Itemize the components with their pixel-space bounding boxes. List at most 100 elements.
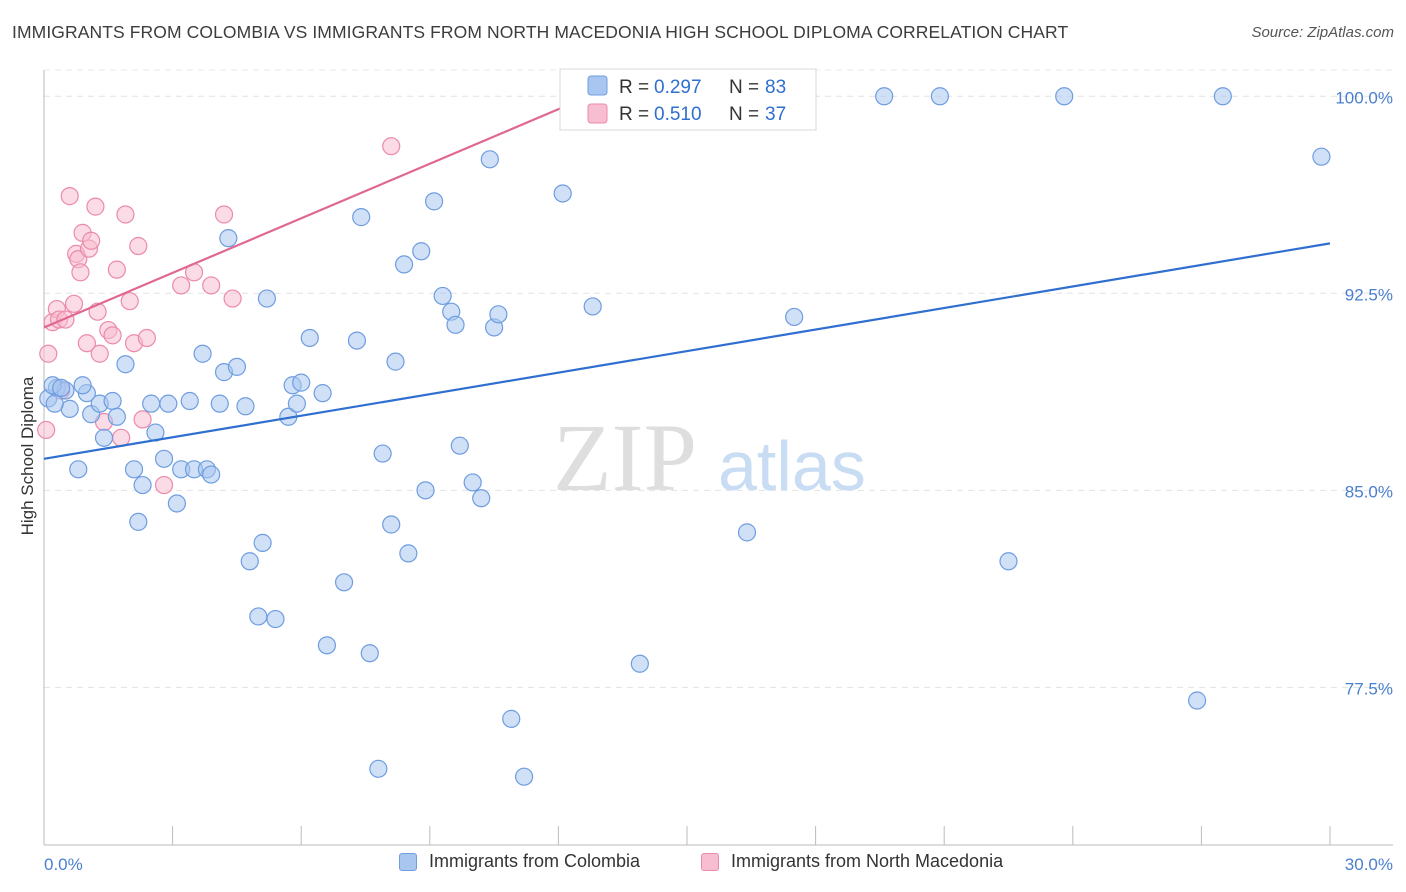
macedonia-point-30	[154, 475, 174, 495]
macedonia-point-35	[223, 289, 242, 308]
colombia-point-43	[334, 573, 354, 592]
colombia-point-47	[369, 759, 388, 778]
colombia-point-26	[210, 394, 229, 413]
y-tick-label-0: 100.0%	[1335, 88, 1393, 107]
macedonia-point-6	[56, 310, 75, 329]
macedonia-point-13	[77, 334, 96, 353]
legend-swatch-macedonia-bottom	[701, 852, 719, 871]
x-tick-marks	[43, 826, 1331, 845]
colombia-point-39	[292, 373, 311, 392]
colombia-point-44	[347, 331, 367, 350]
legend-colombia-n-value: 83	[765, 77, 786, 98]
colombia-trend-line	[43, 242, 1331, 460]
trend-lines	[43, 90, 1331, 460]
colombia-point-69	[630, 654, 649, 673]
series-colombia-points	[39, 87, 1331, 786]
correlation-legend: R = 0.297 N = 83 R = 0.510 N = 37	[559, 68, 817, 131]
macedonia-point-23	[112, 428, 131, 447]
macedonia-point-15	[82, 231, 101, 250]
macedonia-point-24	[116, 205, 135, 224]
colombia-point-54	[416, 481, 435, 500]
macedonia-point-27	[129, 236, 148, 256]
macedonia-point-11	[71, 263, 90, 282]
legend-macedonia-r-label: R =	[619, 104, 649, 125]
colombia-point-32	[249, 607, 268, 626]
legend-macedonia-n-value: 37	[765, 104, 786, 125]
colombia-point-10	[107, 407, 126, 426]
colombia-point-11	[116, 355, 135, 374]
macedonia-point-1	[39, 344, 58, 363]
legend-label-macedonia: Immigrants from North Macedonia	[731, 851, 1004, 871]
macedonia-point-25	[120, 292, 139, 311]
colombia-point-55	[424, 192, 444, 211]
y-tick-labels: 100.0% 92.5% 85.0% 77.5%	[1335, 88, 1393, 698]
colombia-point-73	[930, 87, 950, 106]
chart-title: IMMIGRANTS FROM COLOMBIA VS IMMIGRANTS F…	[12, 22, 1069, 42]
watermark: ZIP atlas	[553, 404, 866, 511]
macedonia-point-21	[103, 326, 122, 345]
colombia-point-9	[103, 391, 122, 411]
colombia-point-75	[1055, 87, 1074, 106]
colombia-point-48	[373, 444, 392, 463]
macedonia-point-33	[202, 276, 221, 295]
legend-colombia-r-value: 0.297	[654, 77, 702, 98]
colombia-point-71	[785, 307, 804, 327]
colombia-point-28	[219, 229, 238, 248]
colombia-point-8	[94, 428, 114, 447]
legend-item-colombia[interactable]: Immigrants from Colombia	[399, 851, 640, 872]
colombia-point-62	[480, 150, 499, 169]
colombia-point-23	[193, 344, 212, 363]
colombia-point-65	[502, 709, 521, 728]
y-tick-label-3: 77.5%	[1345, 679, 1393, 698]
macedonia-point-29	[137, 328, 156, 348]
colombia-point-59	[450, 436, 469, 455]
y-axis-label: High School Diploma	[18, 376, 37, 535]
colombia-point-68	[583, 297, 602, 316]
macedonia-point-36	[382, 137, 401, 156]
colombia-point-66	[515, 767, 534, 786]
legend-label-colombia: Immigrants from Colombia	[429, 851, 641, 871]
legend-colombia-n-label: N =	[729, 77, 759, 98]
colombia-point-72	[875, 87, 894, 106]
legend-swatch-colombia-bottom	[399, 852, 417, 871]
colombia-point-51	[394, 255, 414, 274]
colombia-point-33	[253, 533, 272, 552]
colombia-point-50	[386, 352, 405, 371]
colombia-point-60	[463, 473, 482, 492]
y-tick-label-1: 92.5%	[1345, 285, 1393, 304]
macedonia-point-22	[107, 260, 126, 279]
colombia-point-13	[129, 512, 148, 531]
macedonia-point-31	[172, 276, 191, 295]
colombia-point-45	[352, 208, 371, 227]
colombia-point-49	[382, 515, 401, 534]
colombia-point-42	[317, 636, 337, 655]
colombia-point-18	[159, 394, 178, 413]
colombia-point-41	[313, 384, 332, 403]
x-tick-label-max: 30.0%	[1345, 855, 1393, 874]
colombia-point-30	[236, 397, 255, 416]
colombia-point-81	[73, 376, 92, 395]
colombia-point-53	[412, 242, 431, 261]
x-tick-label-min: 0.0%	[44, 855, 83, 874]
legend-macedonia-r-value: 0.510	[654, 104, 702, 125]
colombia-point-25	[202, 465, 221, 484]
legend-macedonia-n-label: N =	[729, 104, 759, 125]
macedonia-point-0	[37, 420, 56, 440]
colombia-point-15	[142, 394, 161, 413]
watermark-zip: ZIP	[553, 404, 697, 511]
colombia-point-76	[1188, 691, 1207, 710]
legend-colombia-r-label: R =	[619, 77, 649, 98]
colombia-point-38	[287, 394, 307, 413]
colombia-point-70	[737, 523, 757, 542]
legend-swatch-macedonia	[587, 103, 608, 124]
legend-item-macedonia[interactable]: Immigrants from North Macedonia	[701, 851, 1003, 872]
colombia-point-46	[360, 644, 379, 663]
gridlines	[44, 69, 1393, 688]
colombia-point-61	[472, 489, 491, 508]
colombia-point-78	[1312, 147, 1331, 166]
watermark-atlas: atlas	[718, 427, 866, 505]
colombia-point-67	[553, 184, 572, 203]
colombia-point-14	[133, 475, 152, 495]
colombia-point-29	[227, 357, 246, 376]
